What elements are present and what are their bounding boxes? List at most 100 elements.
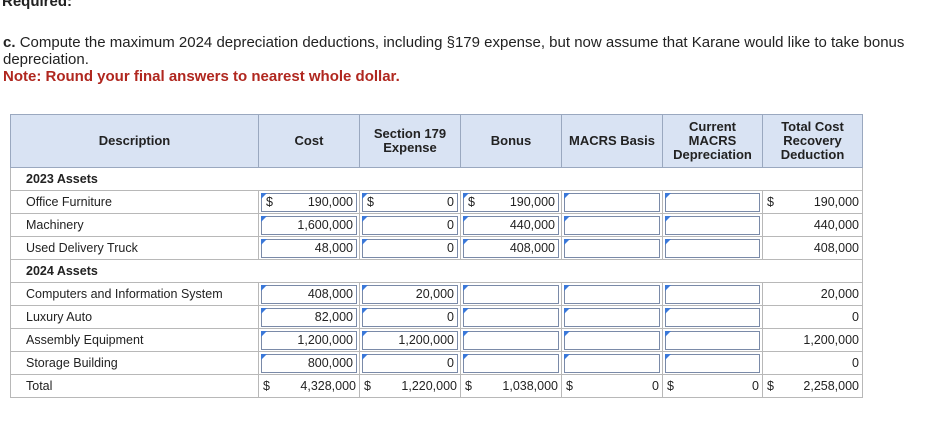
cost-input-value: 800,000 — [307, 356, 353, 370]
section179-input[interactable]: 0 — [362, 353, 458, 373]
total-section179: $1,220,000 — [360, 375, 460, 397]
row-description: Computers and Information System — [10, 282, 259, 306]
section179-input-value: 0 — [447, 310, 454, 324]
section179-input-value: 0 — [447, 218, 454, 232]
total-cost-recovery-value: 20,000 — [820, 287, 859, 301]
rounding-note: Note: Round your final answers to neares… — [3, 68, 400, 85]
current-macrs-input[interactable] — [665, 330, 760, 350]
total-section179-currency: $ — [364, 379, 371, 393]
cost-input[interactable]: 1,200,000 — [261, 330, 357, 350]
total-section179-value: 1,220,000 — [401, 379, 457, 393]
macrs-basis-input[interactable] — [564, 330, 660, 350]
section-row-2023: 2023 Assets — [10, 167, 863, 191]
total-cost-recovery-sum: $2,258,000 — [763, 375, 862, 397]
total-macrs-basis-currency: $ — [566, 379, 573, 393]
section179-input[interactable]: $0 — [362, 192, 458, 212]
cost-input-value: 48,000 — [314, 241, 353, 255]
macrs-basis-input[interactable] — [564, 192, 660, 212]
section179-input-value: 1,200,000 — [398, 333, 454, 347]
bonus-input[interactable]: 440,000 — [463, 215, 559, 235]
total-bonus-value: 1,038,000 — [502, 379, 558, 393]
section-label-2023: 2023 Assets — [10, 167, 259, 191]
header-total-cost-recovery: Total Cost Recovery Deduction — [762, 114, 863, 168]
total-cost-currency: $ — [263, 379, 270, 393]
section179-input-value: 0 — [447, 356, 454, 370]
header-bonus: Bonus — [460, 114, 562, 168]
row-description: Luxury Auto — [10, 305, 259, 329]
row-description: Machinery — [10, 213, 259, 237]
total-cost-recovery: 20,000 — [763, 283, 862, 305]
total-current-macrs: $0 — [663, 375, 762, 397]
total-macrs-basis-value: 0 — [652, 379, 659, 393]
cost-input[interactable]: 82,000 — [261, 307, 357, 327]
macrs-basis-input[interactable] — [564, 353, 660, 373]
row-description: Assembly Equipment — [10, 328, 259, 352]
cost-input[interactable]: 48,000 — [261, 238, 357, 258]
cost-input[interactable]: 1,600,000 — [261, 215, 357, 235]
current-macrs-input[interactable] — [665, 215, 760, 235]
required-heading: Required: — [2, 0, 73, 10]
cost-input[interactable]: $190,000 — [261, 192, 357, 212]
section179-input[interactable]: 0 — [362, 238, 458, 258]
total-cost-recovery-sum-currency: $ — [767, 379, 774, 393]
section179-input[interactable]: 20,000 — [362, 284, 458, 304]
total-cost-recovery-currency: $ — [767, 195, 774, 209]
total-cost-recovery: 440,000 — [763, 214, 862, 236]
total-current-macrs-currency: $ — [667, 379, 674, 393]
table-header-row: Description Cost Section 179 Expense Bon… — [10, 114, 863, 168]
bonus-input-value: 190,000 — [509, 195, 555, 209]
total-cost-recovery-value: 190,000 — [813, 195, 859, 209]
header-cost: Cost — [258, 114, 360, 168]
total-cost-value: 4,328,000 — [300, 379, 356, 393]
section179-input[interactable]: 0 — [362, 307, 458, 327]
row-description: Used Delivery Truck — [10, 236, 259, 260]
bonus-input[interactable]: 408,000 — [463, 238, 559, 258]
bonus-input-currency: $ — [468, 195, 475, 209]
total-bonus: $1,038,000 — [461, 375, 561, 397]
total-cost-recovery-sum-value: 2,258,000 — [803, 379, 859, 393]
bonus-input-value: 408,000 — [509, 241, 555, 255]
bonus-input-value: 440,000 — [509, 218, 555, 232]
total-cost-recovery-value: 1,200,000 — [803, 333, 859, 347]
total-cost: $4,328,000 — [259, 375, 359, 397]
current-macrs-input[interactable] — [665, 307, 760, 327]
total-cost-recovery: $190,000 — [763, 191, 862, 213]
bonus-input[interactable] — [463, 307, 559, 327]
macrs-basis-input[interactable] — [564, 284, 660, 304]
total-row: Total $4,328,000 $1,220,000 $1,038,000 $0 $0 $… — [10, 374, 863, 398]
header-description: Description — [10, 114, 259, 168]
total-bonus-currency: $ — [465, 379, 472, 393]
bonus-input[interactable] — [463, 353, 559, 373]
total-cost-recovery-value: 0 — [852, 356, 859, 370]
header-current-macrs: Current MACRS Depreciation — [662, 114, 763, 168]
table-row: Storage Building 800,000 0 0 — [10, 351, 863, 375]
current-macrs-input[interactable] — [665, 284, 760, 304]
section179-input-value: 20,000 — [415, 287, 454, 301]
macrs-basis-input[interactable] — [564, 215, 660, 235]
cost-input-value: 408,000 — [307, 287, 353, 301]
section179-input[interactable]: 0 — [362, 215, 458, 235]
bonus-input[interactable] — [463, 284, 559, 304]
current-macrs-input[interactable] — [665, 238, 760, 258]
cost-input-value: 1,600,000 — [297, 218, 353, 232]
header-macrs-basis: MACRS Basis — [561, 114, 663, 168]
cost-input[interactable]: 800,000 — [261, 353, 357, 373]
bonus-input[interactable] — [463, 330, 559, 350]
row-description: Storage Building — [10, 351, 259, 375]
question-text: c. Compute the maximum 2024 depreciation… — [3, 34, 918, 68]
header-section179: Section 179 Expense — [359, 114, 461, 168]
macrs-basis-input[interactable] — [564, 238, 660, 258]
current-macrs-input[interactable] — [665, 192, 760, 212]
table-row: Assembly Equipment 1,200,000 1,200,000 1,20… — [10, 328, 863, 352]
section179-input-value: 0 — [447, 241, 454, 255]
total-cost-recovery: 1,200,000 — [763, 329, 862, 351]
macrs-basis-input[interactable] — [564, 307, 660, 327]
current-macrs-input[interactable] — [665, 353, 760, 373]
total-cost-recovery: 0 — [763, 306, 862, 328]
section179-input-value: 0 — [447, 195, 454, 209]
cost-input[interactable]: 408,000 — [261, 284, 357, 304]
total-label: Total — [10, 374, 259, 398]
cost-input-value: 1,200,000 — [297, 333, 353, 347]
section179-input[interactable]: 1,200,000 — [362, 330, 458, 350]
bonus-input[interactable]: $190,000 — [463, 192, 559, 212]
